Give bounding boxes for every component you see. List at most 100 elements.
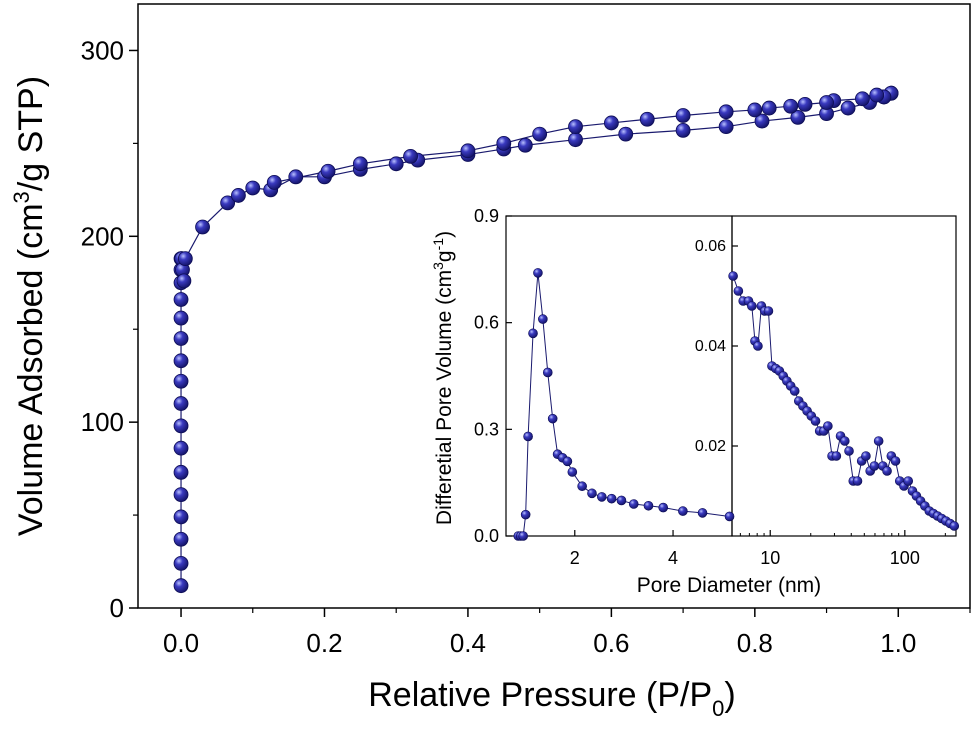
inset-axis-ticks: 2 4 0.0 0.3 0.6 0.9 10 100 0.02 0.04 0.06: [474, 206, 946, 568]
inset-right-y-tick-label: 0.02: [695, 438, 726, 455]
inset-left-point: [587, 488, 597, 499]
inset-right-point: [747, 301, 757, 311]
desorption-point: [869, 87, 885, 103]
adsorption-point: [517, 137, 533, 153]
adsorption-point: [173, 440, 189, 456]
x-axis-title: Relative Pressure (P/P0): [368, 676, 735, 721]
x-tick-label: 0.6: [593, 628, 629, 658]
inset-right-point: [844, 446, 854, 456]
inset-y-tick-label: 0.6: [474, 313, 499, 333]
adsorption-point: [173, 509, 189, 525]
desorption-point: [639, 111, 655, 127]
adsorption-point: [231, 188, 246, 203]
adsorption-point: [754, 113, 770, 129]
inset-right-point: [890, 456, 901, 466]
inset-right-point: [728, 271, 738, 281]
adsorption-point: [173, 310, 189, 326]
adsorption-point: [173, 331, 189, 346]
inset-x-tick-label: 2: [570, 548, 580, 568]
x-tick-label: 0.4: [450, 628, 486, 658]
inset-right-y-tick-label: 0.04: [695, 338, 726, 355]
desorption-point: [532, 126, 548, 142]
inset-right-point: [789, 386, 800, 396]
inset-left-point: [678, 506, 688, 516]
adsorption-point: [245, 180, 261, 196]
adsorption-point: [195, 219, 210, 235]
x-tick-label: 0.2: [306, 628, 342, 658]
inset-right-point: [903, 476, 914, 486]
main-data-points: [173, 85, 899, 594]
inset-left-point: [724, 511, 735, 522]
inset-left-point: [567, 467, 578, 477]
desorption-point: [747, 102, 763, 118]
desorption-point: [783, 98, 799, 114]
inset-right-point: [753, 341, 763, 351]
inset-right-point: [823, 421, 833, 431]
inset-x-axis-title: Pore Diameter (nm): [637, 574, 821, 597]
desorption-point: [718, 104, 734, 120]
inset-background: [506, 216, 956, 536]
inset-right-point: [763, 306, 774, 316]
inset-right-y-tick-label: 0.06: [695, 238, 726, 255]
adsorption-point: [173, 464, 189, 480]
y-tick-label: 300: [81, 35, 124, 65]
inset-right-point: [869, 461, 880, 471]
y-tick-label: 200: [81, 221, 124, 251]
inset-right-point: [949, 521, 960, 531]
adsorption-point: [173, 353, 189, 369]
inset-right-point: [861, 451, 871, 461]
adsorption-point: [176, 273, 192, 289]
inset-right-x-tick-label: 10: [760, 548, 780, 568]
main-axis-ticks: 0.0 0.2 0.4 0.6 0.8 1.0 0 100 200 300: [81, 35, 971, 658]
inset-y-axis-title: Differetial Pore Volume (cm3g-1): [430, 231, 456, 525]
desorption-point: [797, 96, 813, 112]
adsorption-point: [790, 109, 806, 125]
adsorption-point: [173, 396, 189, 411]
inset-frame-right: [731, 215, 957, 537]
inset-left-point: [518, 531, 528, 541]
desorption-point: [320, 163, 336, 179]
adsorption-point: [173, 292, 189, 307]
adsorption-point: [568, 132, 583, 148]
desorption-point: [855, 91, 870, 107]
inset-right-point: [810, 416, 821, 426]
inset-y-tick-label: 0.0: [474, 526, 499, 546]
desorption-point: [266, 175, 282, 190]
adsorption-point: [173, 487, 189, 503]
inset-left-point: [520, 509, 531, 520]
adsorption-point: [288, 169, 304, 185]
desorption-point: [675, 108, 691, 123]
inset-left-point: [538, 314, 548, 324]
adsorption-point: [388, 156, 404, 172]
inset-left-point: [577, 481, 587, 492]
inset-left-point: [606, 493, 617, 504]
adsorption-point: [718, 119, 734, 135]
main-plot-frame: [137, 3, 971, 609]
inset-right-point: [852, 476, 863, 486]
desorption-point: [819, 95, 834, 110]
adsorption-point: [618, 126, 634, 142]
inset-left-point: [542, 367, 553, 378]
inset-y-tick-label: 0.3: [474, 419, 499, 439]
inset-y-tick-label: 0.9: [474, 206, 499, 226]
x-tick-label: 0.8: [737, 628, 773, 658]
adsorption-point: [173, 555, 189, 571]
inset-data-points: [513, 268, 960, 541]
inset-right-point: [873, 436, 884, 446]
desorption-line: [274, 92, 892, 183]
x-tick-label: 0.0: [163, 628, 199, 658]
desorption-point: [352, 156, 368, 172]
inset-left-point: [562, 456, 573, 467]
y-axis-title: Volume Adsorbed (cm3/g STP): [9, 76, 50, 536]
inset-left-point: [597, 492, 607, 502]
inset-right-point: [882, 466, 892, 476]
inset-right-point: [733, 286, 744, 296]
adsorption-point: [173, 578, 189, 594]
inset-right-point: [839, 436, 850, 446]
desorption-point: [603, 115, 619, 131]
inset-left-point: [533, 268, 543, 278]
adsorption-point: [177, 251, 193, 267]
inset-right-point: [831, 451, 842, 461]
adsorption-point: [840, 100, 856, 116]
desorption-point: [568, 119, 583, 135]
